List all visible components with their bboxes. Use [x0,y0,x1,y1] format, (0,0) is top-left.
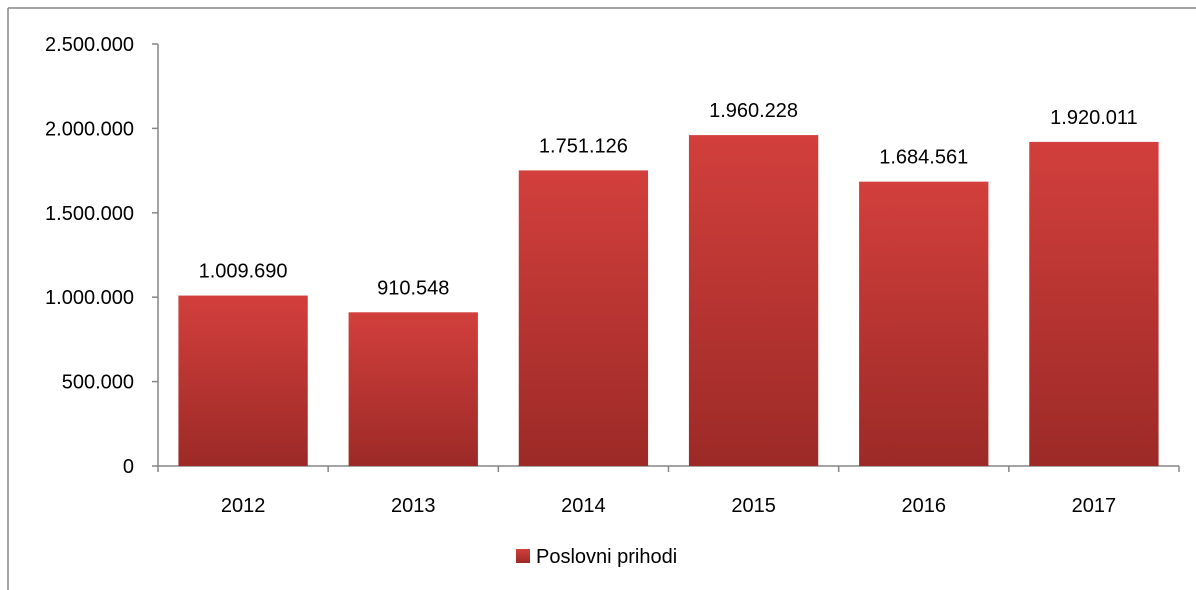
x-tick-label: 2014 [561,495,606,517]
data-labels: 1.009.690 910.548 1.751.126 1.960.228 1.684.… [199,100,1138,299]
x-tick-label: 2016 [902,495,947,517]
data-label-2012: 1.009.690 [199,261,288,283]
x-tick-label: 2012 [221,495,266,517]
y-tick-label: 2.000.000 [45,118,134,140]
bar-2016 [859,181,989,466]
y-tick-label: 1.500.000 [45,203,134,225]
legend: Poslovni prihodi [516,546,677,568]
data-label-2015: 1.960.228 [709,100,798,122]
data-label-2017: 1.920.011 [1050,107,1138,129]
bar-series [178,135,1159,467]
x-tick-label: 2013 [391,495,436,517]
y-axis: 0 500.000 1.000.000 1.500.000 2.000.000 2.500… [45,34,159,478]
y-tick-label: 2.500.000 [45,34,134,56]
legend-label: Poslovni prihodi [536,546,677,568]
bar-2014 [518,170,649,467]
bar-2012 [178,295,308,466]
data-label-2014: 1.751.126 [539,135,628,157]
x-tick-label: 2015 [731,495,776,517]
bar-2017 [1029,141,1159,466]
bar-2015 [688,135,819,466]
x-tick-label: 2017 [1072,495,1117,517]
x-axis: 2012 2013 2014 2015 2016 2017 [157,465,1180,517]
data-label-2016: 1.684.561 [879,147,968,169]
data-label-2013: 910.548 [377,277,449,299]
legend-swatch [516,549,530,563]
y-tick-label: 0 [123,456,134,478]
y-tick-label: 1.000.000 [45,287,134,309]
bar-2013 [348,312,478,466]
y-tick-label: 500.000 [62,372,134,394]
